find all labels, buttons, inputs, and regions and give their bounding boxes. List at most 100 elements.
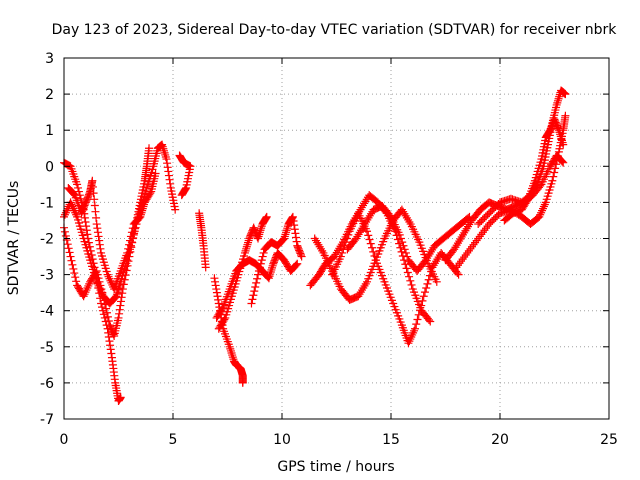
data-point [89, 189, 98, 198]
data-point [105, 337, 114, 346]
data-point [478, 228, 487, 237]
data-point [399, 207, 408, 216]
data-point [165, 175, 174, 184]
data-point [471, 238, 480, 247]
data-point [121, 271, 130, 280]
data-point [385, 211, 394, 220]
data-point [254, 270, 263, 279]
data-point [311, 236, 320, 245]
data-point [104, 272, 113, 281]
data-point [100, 296, 109, 305]
data-point [481, 224, 490, 233]
y-tick-label: -6 [40, 376, 54, 392]
data-point [415, 306, 424, 315]
data-point [123, 248, 132, 257]
data-point [432, 277, 441, 286]
data-point [523, 196, 532, 205]
data-point [116, 297, 125, 306]
data-point [92, 266, 101, 275]
data-point [118, 289, 127, 298]
data-point [101, 300, 110, 309]
data-point [95, 240, 104, 249]
data-point [158, 140, 167, 149]
x-tick-label: 5 [169, 432, 178, 448]
series-arc-n [343, 202, 474, 275]
data-point [554, 126, 563, 135]
data-point [457, 257, 466, 266]
data-point [262, 212, 271, 221]
data-point [420, 288, 429, 297]
data-point [426, 317, 435, 326]
data-point [461, 226, 470, 235]
data-point [554, 124, 563, 133]
data-point [558, 157, 567, 166]
data-point [214, 295, 223, 304]
data-point [358, 286, 367, 295]
data-point [344, 230, 353, 239]
data-point [356, 288, 365, 297]
data-point [552, 100, 561, 109]
data-point [314, 240, 323, 249]
data-point [426, 247, 435, 256]
data-point [116, 301, 125, 310]
data-point [136, 212, 145, 221]
data-point [106, 341, 115, 350]
data-point [212, 285, 221, 294]
data-point [96, 281, 105, 290]
data-point [268, 263, 277, 272]
data-point [423, 279, 432, 288]
data-point [92, 213, 101, 222]
data-point [88, 176, 97, 185]
data-point [338, 248, 347, 257]
data-point [282, 226, 291, 235]
data-point [82, 226, 91, 235]
data-point [161, 150, 170, 159]
data-point [124, 244, 133, 253]
data-point [457, 232, 466, 241]
data-point [361, 279, 370, 288]
data-point [81, 288, 90, 297]
data-point [458, 230, 467, 239]
data-point [424, 252, 433, 261]
data-point [65, 248, 74, 257]
data-point [256, 259, 265, 268]
data-point [419, 292, 428, 301]
data-point [112, 290, 121, 299]
data-point [70, 269, 79, 278]
data-point [164, 167, 173, 176]
data-point [74, 187, 83, 196]
data-point [267, 265, 276, 274]
data-point [292, 233, 301, 242]
data-point [460, 228, 469, 237]
y-tick-label: 1 [45, 123, 54, 139]
data-point [74, 183, 83, 192]
data-point [421, 256, 430, 265]
data-point [359, 222, 368, 231]
data-point [115, 305, 124, 314]
data-point [259, 248, 268, 257]
data-point [161, 153, 170, 162]
data-point [406, 276, 415, 285]
data-point [254, 232, 263, 241]
data-point [256, 226, 265, 235]
data-point [91, 207, 100, 216]
data-point [316, 244, 325, 253]
data-point [85, 279, 94, 288]
series-arc-b [60, 140, 180, 308]
data-point [360, 220, 369, 229]
data-point [249, 291, 258, 300]
y-tick-label: -4 [40, 304, 54, 320]
data-point [433, 255, 442, 264]
data-point [427, 267, 436, 276]
data-point [398, 238, 407, 247]
data-point [551, 164, 560, 173]
data-point [112, 292, 121, 301]
data-point [140, 200, 149, 209]
data-point [244, 236, 253, 245]
data-point [365, 235, 374, 244]
data-point [84, 281, 93, 290]
data-point [556, 130, 565, 139]
data-point [264, 274, 273, 283]
data-point [178, 190, 187, 199]
